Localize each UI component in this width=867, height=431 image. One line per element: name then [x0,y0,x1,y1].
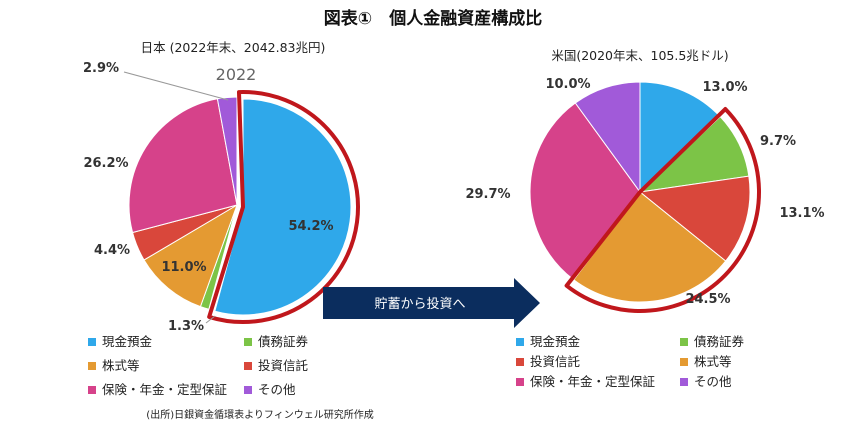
legend-japan-item-1: 債務証券 [258,334,309,349]
legend-japan-swatch-5 [244,386,252,394]
source-note: (出所)日銀資金循環表よりフィンウェル研究所作成 [146,408,373,421]
legend-us-item-1: 債務証券 [694,334,745,349]
japan-slice-label-5: 2.9% [83,61,119,76]
us-highlight-outline [564,107,761,313]
legend-japan-item-5: その他 [258,382,296,397]
legend-us-item-5: その他 [694,374,732,389]
savings-to-investment-arrow: 貯蓄から投資へ [323,278,540,328]
legend-japan-swatch-4 [88,386,96,394]
us-slice-5 [574,81,641,194]
legend-japan-swatch-2 [88,362,96,370]
legend-us-swatch-1 [680,338,688,346]
japan-slice-0 [214,98,352,316]
japan-slice-label-0: 54.2% [288,219,333,234]
us-slice-3 [572,191,727,303]
legend-us-item-4: 保険・年金・定型保証 [530,374,656,389]
japan-slice-label-4: 26.2% [83,156,128,171]
us-pie: 13.0% 9.7% 13.1% 24.5% 29.7% 10.0% [465,77,825,313]
us-slice-label-4: 29.7% [465,187,510,202]
arrow-label: 貯蓄から投資へ [374,296,465,312]
japan-slice-label-2: 11.0% [161,260,206,275]
japan-slice-label-1: 1.3% [168,319,204,334]
us-slice-label-3: 24.5% [685,292,730,307]
page-title: 図表① 個人金融資産構成比 [324,8,542,29]
us-slice-label-1: 9.7% [760,134,796,149]
us-slice-label-2: 13.1% [779,206,824,221]
legend-us-swatch-5 [680,378,688,386]
legend-us-item-0: 現金預金 [530,334,581,349]
legend-us-swatch-2 [516,358,524,366]
legend-japan-swatch-1 [244,338,252,346]
japan-slice-label-3: 4.4% [94,243,130,258]
us-chart-title: 米国(2020年末、105.5兆ドル) [551,48,728,63]
us-slice-label-5: 10.0% [545,77,590,92]
legend-us-swatch-3 [680,358,688,366]
legend-us-item-3: 株式等 [694,354,732,369]
japan-slice-2 [143,203,238,308]
us-slice-0 [639,81,721,194]
japan-pie: 54.2% 1.3% 11.0% 4.4% 26.2% 2.9% [83,61,360,334]
legend-japan-item-4: 保険・年金・定型保証 [102,382,228,397]
legend-japan-swatch-0 [88,338,96,346]
japan-leader-1 [205,315,216,324]
us-slice-2 [638,175,751,262]
legend-japan-item-0: 現金預金 [102,334,153,349]
legend-us-swatch-0 [516,338,524,346]
japan-chart-title: 日本 (2022年末、2042.83兆円) [141,40,326,55]
us-slice-4 [529,102,641,281]
legend-japan-item-3: 投資信託 [258,358,309,373]
legend-us-swatch-4 [516,378,524,386]
us-slice-label-0: 13.0% [702,80,747,95]
japan-highlight-outline [207,90,360,324]
japan-leader-2 [123,71,229,101]
legend-japan-swatch-3 [244,362,252,370]
legend-us-item-2: 投資信託 [530,354,581,369]
legend-japan-item-2: 株式等 [102,358,140,373]
japan-slice-5 [216,96,238,206]
japan-chart-year: 2022 [216,65,257,84]
japan-slice-4 [128,98,238,234]
